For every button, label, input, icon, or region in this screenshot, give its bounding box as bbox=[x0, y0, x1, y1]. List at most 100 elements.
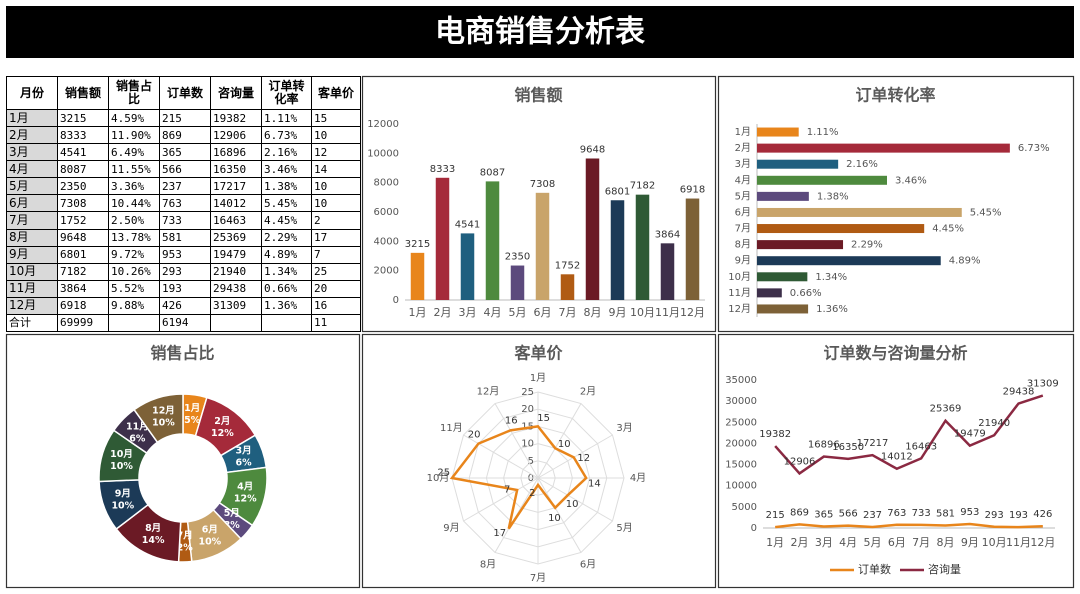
header-cell: 客单价 bbox=[311, 75, 361, 111]
slice-value: 6% bbox=[235, 458, 252, 469]
data-label: 17217 bbox=[857, 438, 889, 449]
table-cell: 1752 bbox=[57, 211, 109, 230]
total-cell bbox=[210, 313, 262, 333]
table-row: 月份 销售额 销售占比 订单数 咨询量 订单转化率 客单价 bbox=[6, 75, 361, 111]
table-cell: 10 bbox=[311, 194, 361, 213]
table-cell: 4月 bbox=[6, 160, 58, 179]
bar bbox=[757, 288, 782, 298]
bar bbox=[757, 256, 941, 266]
table-cell: 5月 bbox=[6, 177, 58, 196]
table-cell: 3215 bbox=[57, 109, 109, 128]
y-tick-label: 15000 bbox=[725, 460, 757, 471]
slice-label: 9月 bbox=[115, 488, 131, 499]
table-cell: 2.29% bbox=[261, 228, 312, 247]
slice-label: 1月 bbox=[184, 403, 200, 414]
r-tick-label: 25 bbox=[521, 387, 534, 398]
data-label: 6.73% bbox=[1018, 143, 1050, 154]
data-label: 5.45% bbox=[970, 207, 1002, 218]
data-label: 7182 bbox=[630, 181, 655, 192]
data-label: 20 bbox=[468, 430, 481, 441]
axis-label: 6月 bbox=[580, 559, 596, 571]
axis-label: 8月 bbox=[480, 559, 496, 571]
line bbox=[775, 522, 1043, 529]
bar bbox=[460, 233, 475, 300]
data-label: 733 bbox=[912, 508, 931, 519]
header-cell: 订单数 bbox=[159, 75, 211, 111]
table-cell: 19382 bbox=[210, 109, 262, 128]
data-label: 215 bbox=[766, 510, 785, 521]
slice-value: 10% bbox=[198, 537, 221, 548]
data-label: 1.36% bbox=[816, 304, 848, 315]
table-cell: 14 bbox=[311, 160, 361, 179]
x-tick-label: 1月 bbox=[409, 306, 427, 319]
data-label: 14 bbox=[588, 479, 601, 490]
data-label: 869 bbox=[790, 507, 809, 518]
slice-value: 3% bbox=[224, 520, 241, 531]
y-tick-label: 5月 bbox=[735, 190, 751, 202]
x-tick-label: 4月 bbox=[839, 536, 857, 549]
axis-label: 10月 bbox=[427, 472, 450, 484]
table-cell: 6.49% bbox=[108, 143, 160, 162]
legend-label: 订单数 bbox=[858, 563, 891, 576]
x-tick-label: 6月 bbox=[888, 536, 906, 549]
bar bbox=[685, 198, 700, 300]
bar bbox=[535, 192, 550, 300]
table-row: 10月 7182 10.26% 293 21940 1.34% 25 bbox=[6, 262, 361, 281]
chart-title: 客单价 bbox=[514, 344, 563, 363]
table-cell: 7308 bbox=[57, 194, 109, 213]
x-tick-label: 3月 bbox=[815, 536, 833, 549]
table-cell: 6月 bbox=[6, 194, 58, 213]
x-tick-label: 8月 bbox=[584, 306, 602, 319]
table-cell: 4.45% bbox=[261, 211, 312, 230]
table-cell: 20 bbox=[311, 279, 361, 298]
data-label: 3864 bbox=[655, 229, 680, 240]
y-tick-label: 4000 bbox=[374, 236, 399, 247]
table-cell: 5.52% bbox=[108, 279, 160, 298]
table-cell: 4.59% bbox=[108, 109, 160, 128]
table-cell: 2 bbox=[311, 211, 361, 230]
title-bar bbox=[6, 6, 1074, 58]
y-tick-label: 10000 bbox=[725, 481, 757, 492]
page-title: 电商销售分析表 bbox=[435, 15, 645, 50]
slice-value: 2% bbox=[177, 542, 194, 553]
slice-value: 12% bbox=[211, 428, 234, 439]
x-tick-label: 3月 bbox=[459, 306, 477, 319]
table-row: 4月 8087 11.55% 566 16350 3.46% 14 bbox=[6, 160, 361, 179]
data-label: 7 bbox=[504, 484, 510, 495]
table-cell: 237 bbox=[159, 177, 211, 196]
y-tick-label: 6000 bbox=[374, 207, 399, 218]
axis-label: 12月 bbox=[477, 385, 500, 397]
x-tick-label: 8月 bbox=[937, 536, 955, 549]
table-cell: 215 bbox=[159, 109, 211, 128]
y-tick-label: 5000 bbox=[732, 502, 757, 513]
data-label: 0.66% bbox=[790, 288, 822, 299]
table-cell: 2.50% bbox=[108, 211, 160, 230]
panels bbox=[5, 75, 1075, 589]
bar bbox=[757, 224, 925, 234]
table-cell: 16350 bbox=[210, 160, 262, 179]
r-tick-label: 10 bbox=[521, 439, 534, 450]
spoke bbox=[537, 477, 582, 553]
slice bbox=[133, 393, 184, 444]
axis-label: 5月 bbox=[616, 522, 632, 534]
data-label: 16350 bbox=[832, 442, 864, 453]
spoke bbox=[537, 403, 582, 479]
spoke bbox=[494, 403, 539, 479]
table-cell: 733 bbox=[159, 211, 211, 230]
table-cell: 7 bbox=[311, 245, 361, 264]
table-cell: 566 bbox=[159, 160, 211, 179]
table-cell: 11.55% bbox=[108, 160, 160, 179]
axis-label: 9月 bbox=[443, 522, 459, 534]
y-tick-label: 2月 bbox=[735, 142, 751, 154]
table-cell: 4541 bbox=[57, 143, 109, 162]
table-cell: 12906 bbox=[210, 126, 262, 145]
axis-label: 7月 bbox=[530, 572, 546, 584]
table-cell: 0.66% bbox=[261, 279, 312, 298]
data-label: 25 bbox=[437, 467, 450, 478]
line bbox=[774, 394, 1044, 476]
bar bbox=[757, 207, 962, 217]
slice-label: 6月 bbox=[202, 525, 218, 536]
y-tick-label: 25000 bbox=[725, 417, 757, 428]
data-label: 19479 bbox=[954, 429, 986, 440]
